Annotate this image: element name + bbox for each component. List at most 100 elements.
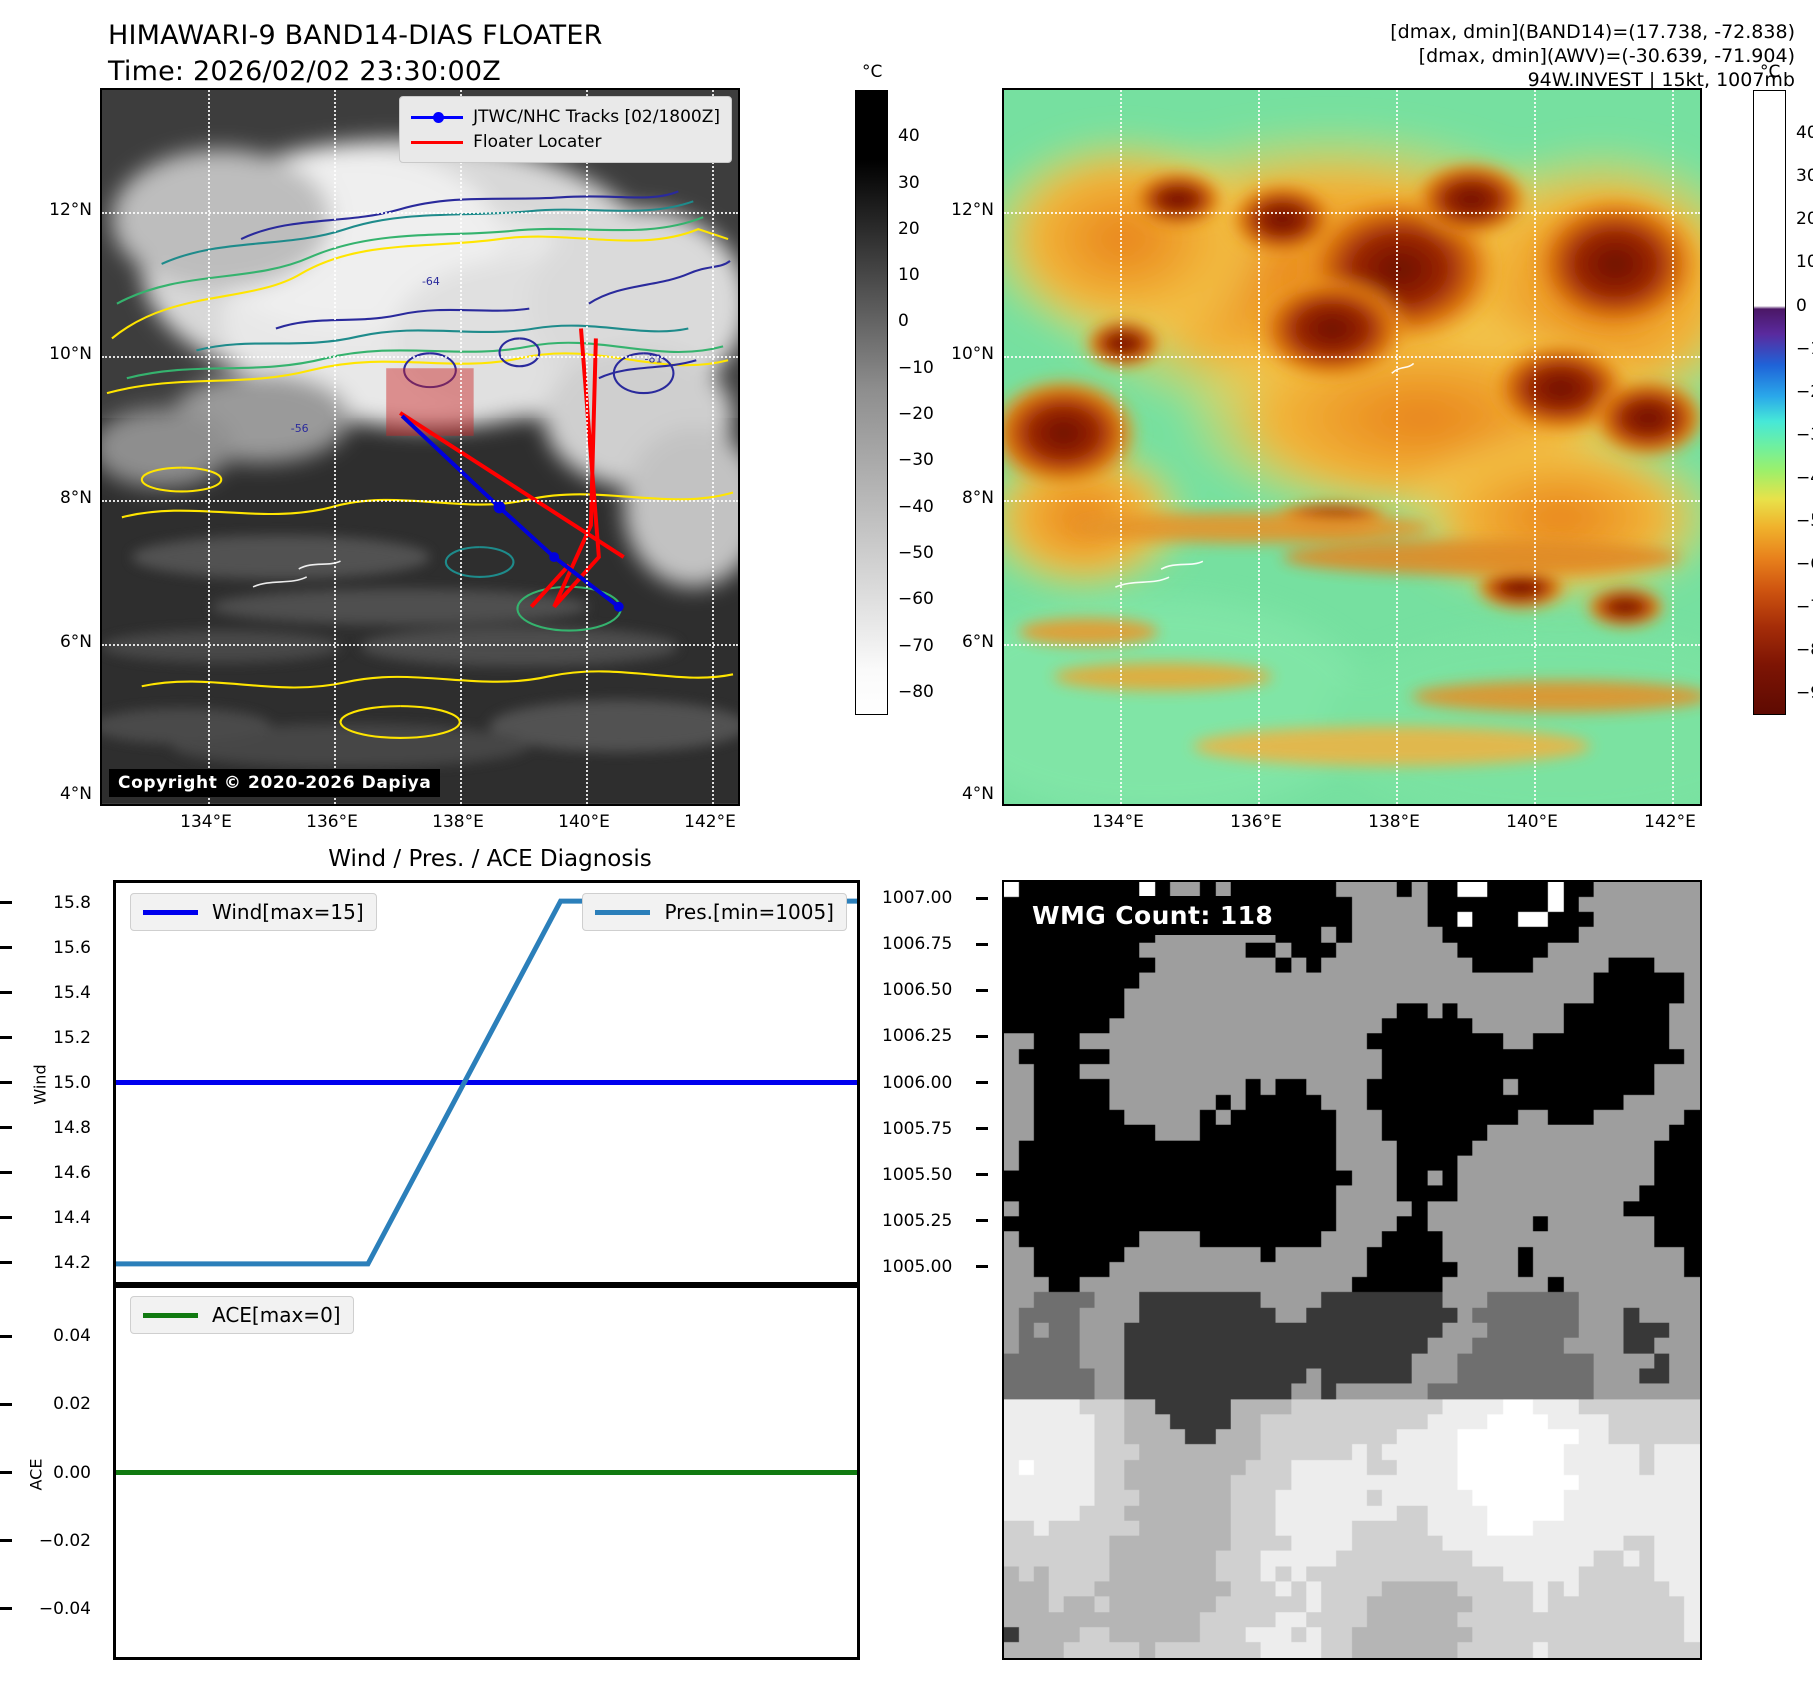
gridline-lon-142 xyxy=(712,90,714,804)
axis-tick-mark xyxy=(976,1081,988,1084)
axis-tick-mark xyxy=(0,991,12,994)
axis-tick-mark xyxy=(0,1607,12,1611)
axis-tick-mark xyxy=(0,901,12,904)
wind-pressure-plot-area xyxy=(116,883,857,1282)
lat-tick: 6°N xyxy=(961,632,994,652)
colorbar-tick: −90 xyxy=(1796,683,1813,704)
colorbar-tick: 0 xyxy=(1796,295,1807,316)
lat-tick: 10°N xyxy=(49,344,92,364)
gridline-lon-136 xyxy=(334,90,336,804)
meta-awv: [dmax, dmin](AWV)=(-30.639, -71.904) xyxy=(1418,45,1795,67)
colorbar-tick: −10 xyxy=(1796,338,1813,359)
axis-tick-label: 1005.00 xyxy=(882,1256,953,1277)
lon-tick: 136°E xyxy=(1230,812,1282,832)
colorbar-tick: −80 xyxy=(1796,640,1813,661)
colorbar-tick: −70 xyxy=(898,635,934,656)
legend-label-ace: ACE[max=0] xyxy=(212,1303,341,1327)
svg-text:-64: -64 xyxy=(422,275,440,288)
colorbar-tick: −50 xyxy=(898,542,934,563)
time-line: Time: 2026/02/02 23:30:00Z xyxy=(108,56,501,87)
axis-tick-label: 15.6 xyxy=(53,937,91,958)
pressure-line-icon xyxy=(595,909,651,915)
ir-gray-lon-axis: 134°E 136°E 138°E 140°E 142°E xyxy=(100,812,740,842)
colorbar-tick: −20 xyxy=(898,404,934,425)
ace-plot-area xyxy=(116,1288,857,1657)
title-line: HIMAWARI-9 BAND14-DIAS FLOATER xyxy=(108,20,603,51)
ace-chart[interactable]: ACE[max=0] xyxy=(113,1285,860,1660)
wind-pressure-chart[interactable]: Wind[max=15] Pres.[min=1005] xyxy=(113,880,860,1285)
axis-tick-label: 15.0 xyxy=(53,1072,91,1093)
lat-tick: 10°N xyxy=(951,344,994,364)
axis-tick-label: 14.2 xyxy=(53,1252,91,1273)
lat-tick: 8°N xyxy=(961,488,994,508)
lon-tick: 136°E xyxy=(306,812,358,832)
wind-y-axis-ticks: 15.8 15.6 15.4 15.2 15.0 14.8 14.6 14.4 14.2 xyxy=(0,880,105,1285)
lat-tick: 4°N xyxy=(961,784,994,804)
axis-tick-mark xyxy=(0,946,12,949)
colorbar-tick: 40 xyxy=(898,126,920,147)
colorbar-tick: −30 xyxy=(898,450,934,471)
gridline-lat-6 xyxy=(102,644,738,646)
wmg-image xyxy=(1004,882,1700,1658)
axis-tick-mark xyxy=(976,988,988,992)
lat-tick: 12°N xyxy=(951,200,994,220)
page-title: HIMAWARI-9 BAND14-DIAS FLOATER Time: 202… xyxy=(108,18,908,90)
colorbar-tick: −60 xyxy=(1796,554,1813,575)
lon-tick: 140°E xyxy=(1506,812,1558,832)
jtwc-track-icon xyxy=(411,107,464,127)
ir-gray-lat-axis: 12°N 10°N 8°N 6°N 4°N xyxy=(0,88,92,806)
ir-grayscale-map[interactable]: -64 -81 -56 xyxy=(100,88,740,806)
axis-tick-mark xyxy=(0,1081,12,1084)
gridline-lat-8 xyxy=(1004,500,1700,502)
ir-grayscale-image: -64 -81 -56 xyxy=(102,90,738,804)
pressure-y-axis-ticks: 1007.00 1006.75 1006.50 1006.25 1006.00 1005.… xyxy=(868,880,988,1285)
colorbar-tick: −10 xyxy=(898,357,934,378)
colorbar-ir-enhanced xyxy=(1753,90,1786,715)
axis-tick-label: 1006.25 xyxy=(882,1026,953,1047)
wmg-count-badge: WMG Count: 118 xyxy=(1018,896,1288,935)
axis-tick-label: 0.04 xyxy=(53,1326,91,1347)
axis-tick-label: −0.04 xyxy=(38,1598,91,1619)
colorbar-tick: −80 xyxy=(898,681,934,702)
axis-tick-mark xyxy=(976,1265,988,1269)
lon-tick: 138°E xyxy=(1368,812,1420,832)
axis-tick-label: 1006.50 xyxy=(882,980,953,1001)
gridline-lat-12 xyxy=(102,212,738,214)
gridline-lon-134 xyxy=(208,90,210,804)
lon-tick: 138°E xyxy=(432,812,484,832)
colorbar-tick: −60 xyxy=(898,589,934,610)
colorbar-tick: −20 xyxy=(1796,381,1813,402)
axis-tick-mark xyxy=(976,942,988,946)
colorbar-tick: −30 xyxy=(1796,424,1813,445)
axis-tick-mark xyxy=(0,1171,12,1174)
lat-tick: 4°N xyxy=(59,784,92,804)
axis-tick-label: 15.4 xyxy=(53,982,91,1003)
legend-label-pressure: Pres.[min=1005] xyxy=(664,900,834,924)
axis-tick-label: 1005.25 xyxy=(882,1210,953,1231)
colorbar-color-unit: °C xyxy=(1760,62,1781,82)
colorbar-tick: 40 xyxy=(1796,123,1813,144)
colorbar-tick: −40 xyxy=(1796,467,1813,488)
ir-color-lat-axis: 12°N 10°N 8°N 6°N 4°N xyxy=(902,88,994,806)
gridline-lon-142 xyxy=(1672,90,1674,804)
ir-enhanced-map[interactable] xyxy=(1002,88,1702,806)
gridline-lon-140 xyxy=(586,90,588,804)
colorbar-tick: 10 xyxy=(1796,252,1813,273)
axis-tick-mark xyxy=(0,1334,12,1338)
colorbar-tick: 30 xyxy=(898,172,920,193)
colorbar-tick: 20 xyxy=(898,218,920,239)
gridline-lat-10 xyxy=(1004,356,1700,358)
legend-ace: ACE[max=0] xyxy=(130,1296,354,1334)
gridline-lon-136 xyxy=(1258,90,1260,804)
lat-tick: 12°N xyxy=(49,200,92,220)
legend-wind: Wind[max=15] xyxy=(130,893,377,931)
axis-tick-mark xyxy=(976,1034,988,1038)
axis-tick-label: −0.02 xyxy=(38,1530,91,1551)
axis-tick-label: 1006.75 xyxy=(882,934,953,955)
wmg-map[interactable]: WMG Count: 118 xyxy=(1002,880,1702,1660)
axis-tick-label: 14.8 xyxy=(53,1117,91,1138)
meta-storm-id: 94W.INVEST | 15kt, 1007mb xyxy=(1527,69,1795,91)
gridline-lat-6 xyxy=(1004,644,1700,646)
legend-label-floater: Floater Locater xyxy=(473,131,602,152)
colorbar-grayscale xyxy=(855,90,888,715)
